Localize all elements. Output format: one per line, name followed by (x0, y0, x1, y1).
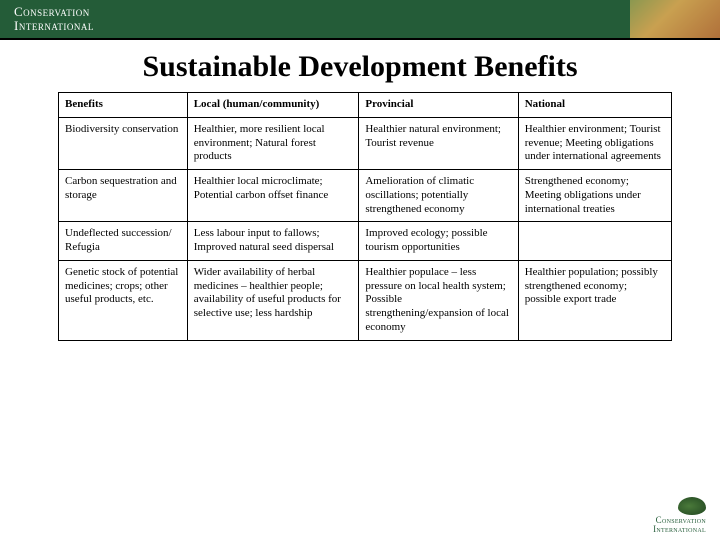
table-row: Undeflected succession/ Refugia Less lab… (59, 222, 672, 261)
cell-benefit: Carbon sequestration and storage (59, 170, 188, 222)
table-row: Carbon sequestration and storage Healthi… (59, 170, 672, 222)
brand-logo: Conservation International (0, 5, 94, 32)
brand-line2: International (14, 19, 94, 33)
cell-provincial: Amelioration of climatic oscillations; p… (359, 170, 518, 222)
cell-national: Healthier environment; Tourist revenue; … (518, 117, 671, 169)
page-title: Sustainable Development Benefits (0, 50, 720, 84)
footer-line2: International (653, 525, 706, 534)
table-row: Genetic stock of potential medicines; cr… (59, 260, 672, 340)
cell-benefit: Biodiversity conservation (59, 117, 188, 169)
cell-provincial: Healthier populace – less pressure on lo… (359, 260, 518, 340)
header-underline (0, 38, 720, 40)
header-bar: Conservation International (0, 0, 720, 38)
cell-provincial: Healthier natural environment; Tourist r… (359, 117, 518, 169)
benefits-table: Benefits Local (human/community) Provinc… (58, 92, 672, 341)
cell-local: Healthier local microclimate; Potential … (187, 170, 359, 222)
cell-national: Strengthened economy; Meeting obligation… (518, 170, 671, 222)
cell-national: Healthier population; possibly strengthe… (518, 260, 671, 340)
cell-benefit: Undeflected succession/ Refugia (59, 222, 188, 261)
col-header-national: National (518, 93, 671, 118)
table-header-row: Benefits Local (human/community) Provinc… (59, 93, 672, 118)
leaf-icon (678, 497, 706, 515)
header-photo (630, 0, 720, 38)
cell-benefit: Genetic stock of potential medicines; cr… (59, 260, 188, 340)
col-header-benefits: Benefits (59, 93, 188, 118)
cell-provincial: Improved ecology; possible tourism oppor… (359, 222, 518, 261)
col-header-provincial: Provincial (359, 93, 518, 118)
col-header-local: Local (human/community) (187, 93, 359, 118)
table-row: Biodiversity conservation Healthier, mor… (59, 117, 672, 169)
cell-local: Healthier, more resilient local environm… (187, 117, 359, 169)
cell-local: Wider availability of herbal medicines –… (187, 260, 359, 340)
benefits-table-wrap: Benefits Local (human/community) Provinc… (0, 92, 720, 341)
brand-line1: Conservation (14, 5, 94, 19)
footer-logo: Conservation International (653, 497, 706, 534)
cell-local: Less labour input to fallows; Improved n… (187, 222, 359, 261)
cell-national (518, 222, 671, 261)
